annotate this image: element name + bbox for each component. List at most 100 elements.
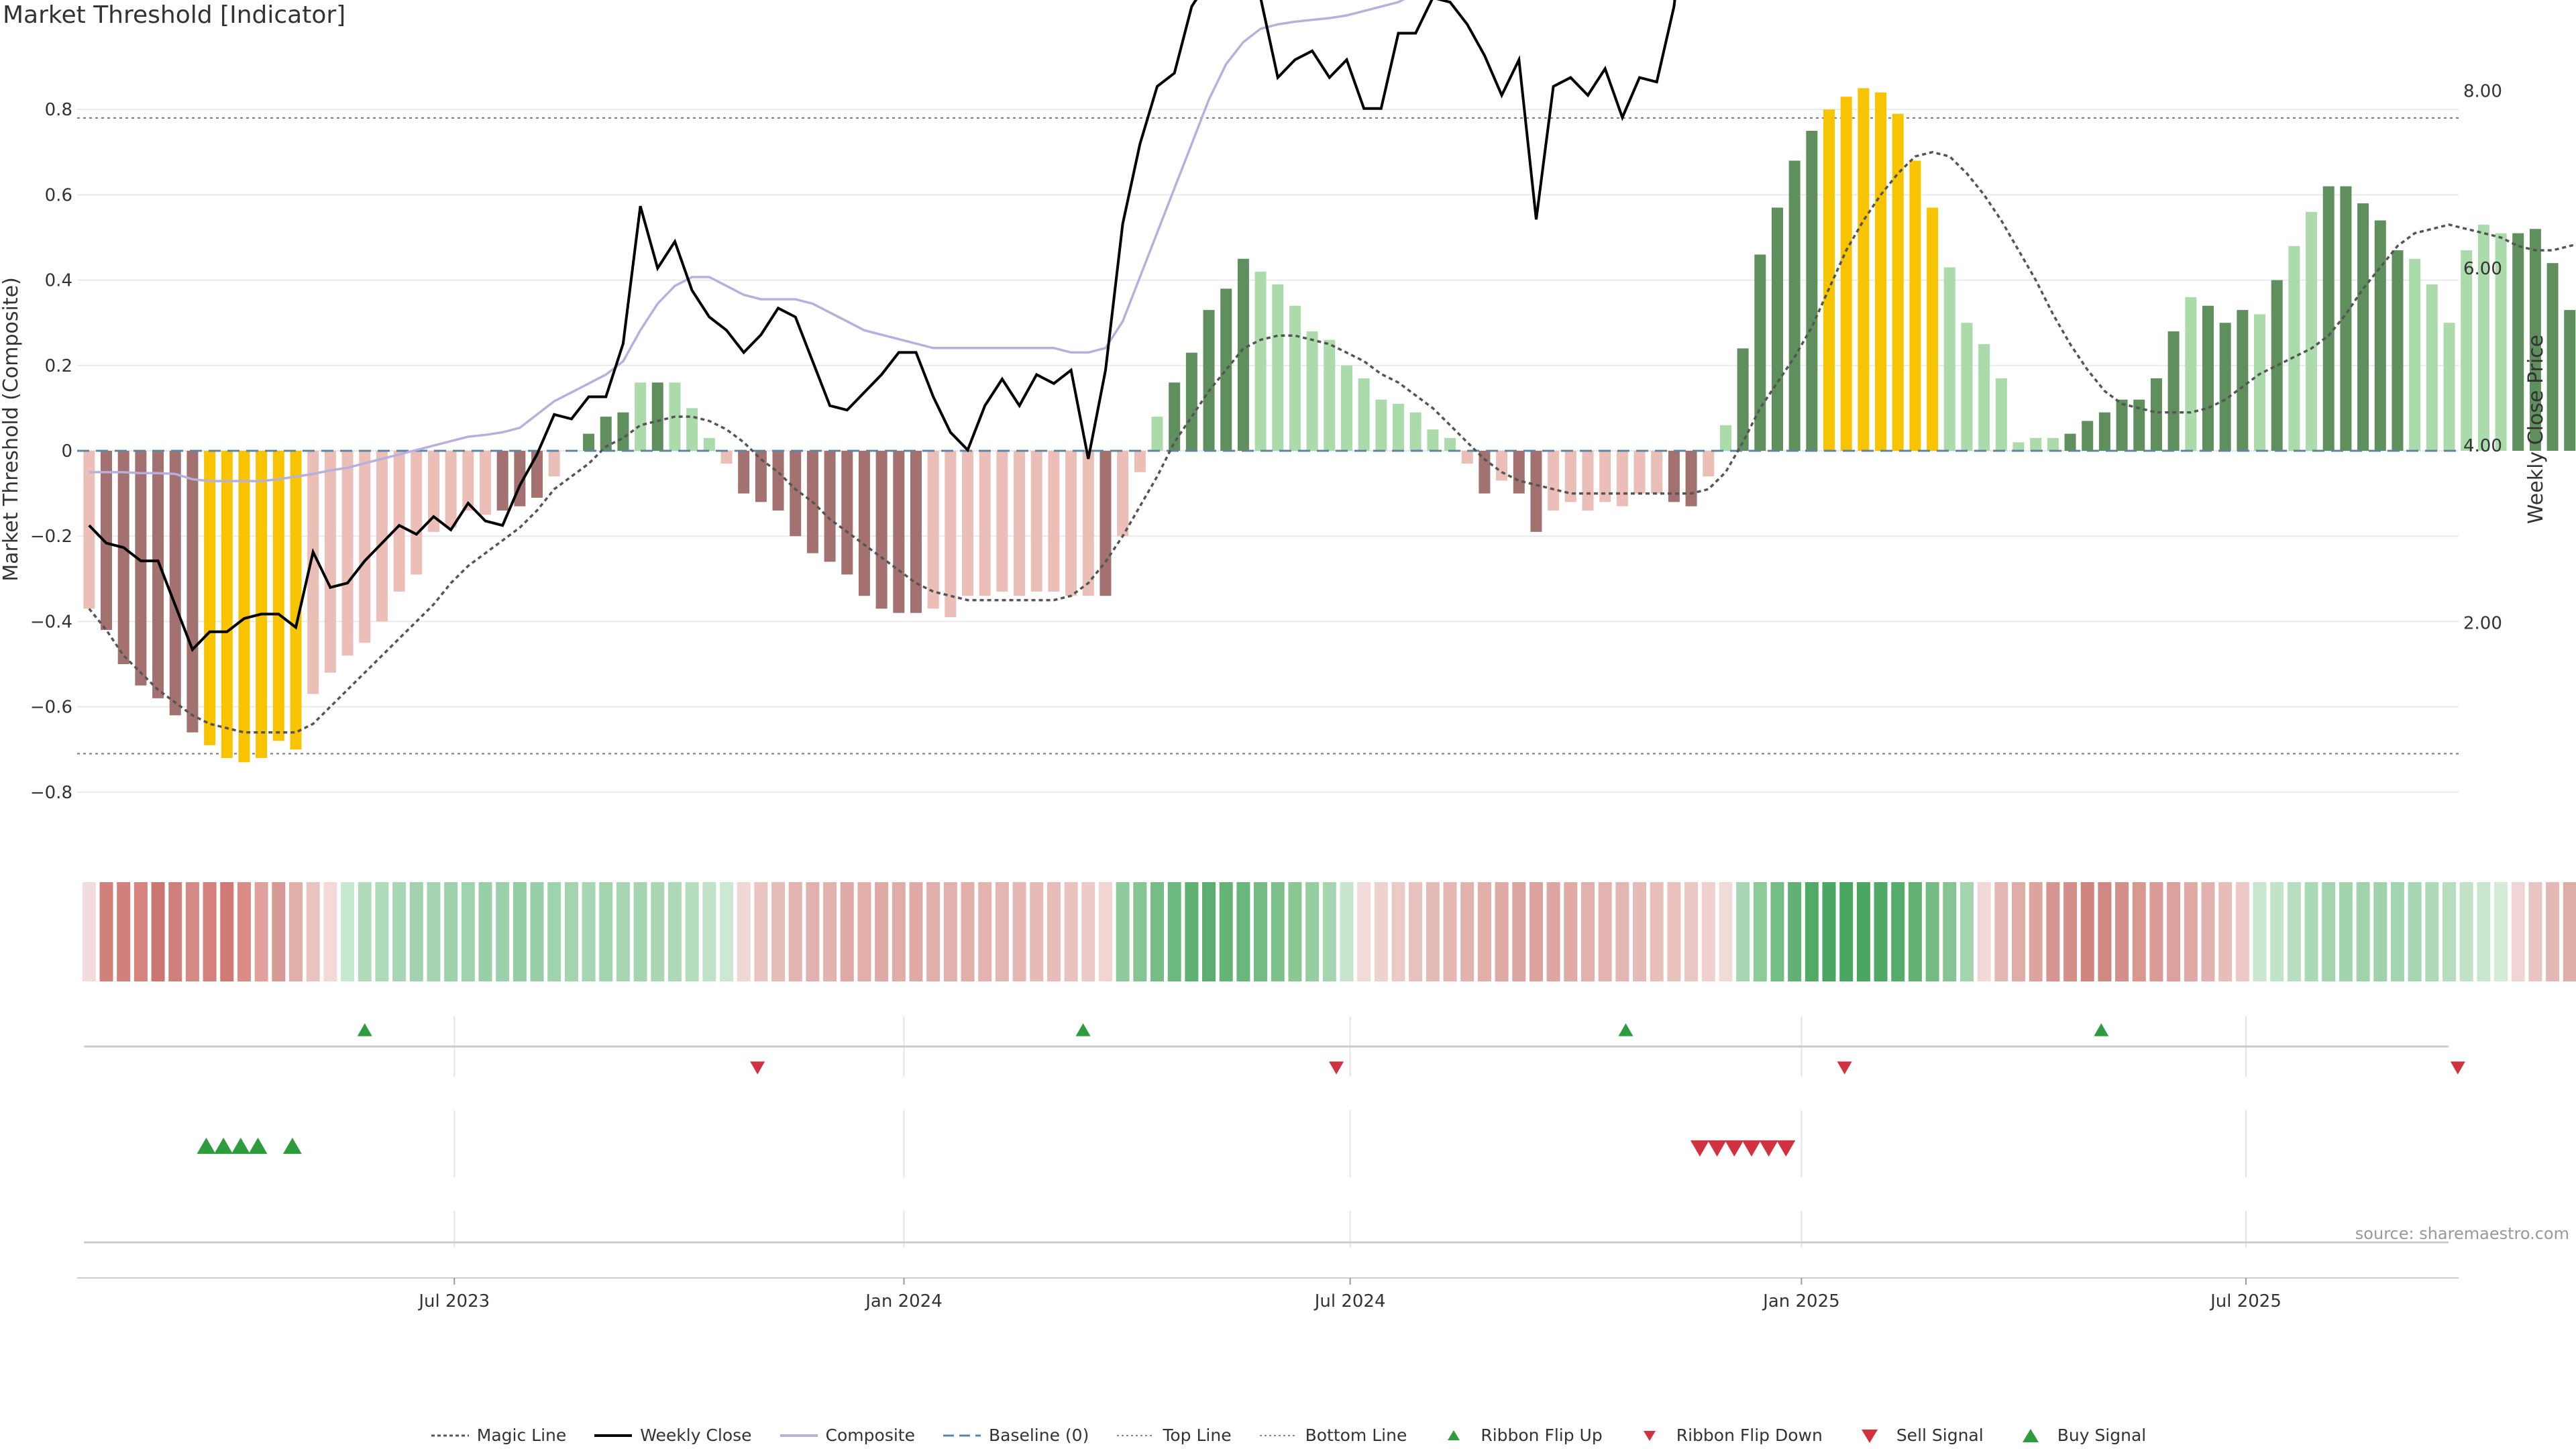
composite-bar	[875, 451, 888, 609]
composite-bar	[2357, 203, 2369, 451]
ribbon-cell	[702, 882, 716, 981]
composite-bar	[1754, 254, 1766, 451]
y-tick-label: −0.8	[30, 783, 72, 803]
composite-bar	[1048, 451, 1060, 592]
composite-bar	[2185, 297, 2197, 451]
legend-label: Bottom Line	[1305, 1426, 1407, 1445]
legend-item: Magic Line	[430, 1426, 567, 1445]
composite-bar	[2546, 263, 2559, 451]
thin-dotted-line-icon	[1259, 1434, 1297, 1436]
ribbon-cell	[2270, 882, 2284, 981]
composite-bar	[1823, 109, 1835, 451]
ribbon-cell	[2029, 882, 2043, 981]
legend-label: Magic Line	[476, 1426, 567, 1445]
sell-signal-marker	[1741, 1140, 1761, 1157]
y2-tick-label: 2.00	[2463, 614, 2502, 634]
composite-bar	[1513, 451, 1525, 494]
composite-bar	[2477, 224, 2489, 451]
ribbon-cell	[961, 882, 975, 981]
ribbon-strip	[82, 882, 2576, 981]
composite-bar	[1703, 451, 1715, 477]
ribbon-cell	[1167, 882, 1181, 981]
x-tick-label: Jan 2025	[1762, 1291, 1840, 1311]
ribbon-cell	[1426, 882, 1440, 981]
y-tick-label: 0.4	[45, 271, 72, 291]
legend-label: Weekly Close	[640, 1426, 752, 1445]
ribbon-cell	[1185, 882, 1199, 981]
composite-bar	[1858, 88, 1870, 451]
y-tick-label: −0.2	[30, 527, 72, 547]
composite-bar	[1927, 207, 1939, 451]
ribbon-cell	[1788, 882, 1802, 981]
y-tick-label: 0	[61, 441, 72, 462]
composite-bar	[307, 451, 319, 694]
ribbon-cell	[2443, 882, 2456, 981]
ribbon-cell	[1598, 882, 1612, 981]
ribbon-cell	[2563, 882, 2576, 981]
ribbon-cell	[2459, 882, 2473, 981]
legend-label: Ribbon Flip Down	[1676, 1426, 1823, 1445]
composite-bar	[101, 451, 113, 631]
ribbon-cell	[788, 882, 802, 981]
series-lines	[77, 0, 2576, 734]
composite-bar	[1771, 207, 1783, 451]
ribbon-cell	[1615, 882, 1629, 981]
ribbon-cell	[2304, 882, 2318, 981]
composite-bar	[2219, 323, 2231, 451]
sell-signal-marker	[1725, 1140, 1744, 1157]
composite-bar	[1909, 160, 1921, 451]
ribbon-cell	[720, 882, 733, 981]
composite-bar	[1272, 284, 1284, 451]
composite-bar	[2512, 233, 2524, 451]
composite-bar	[1599, 451, 1611, 502]
ribbon-cell	[530, 882, 544, 981]
ribbon-cell	[995, 882, 1009, 981]
composite-bar	[1719, 425, 1731, 451]
ribbon-cell	[2287, 882, 2301, 981]
ribbon-cell	[1736, 882, 1750, 981]
ribbon-cell	[2356, 882, 2370, 981]
ribbon-cell	[943, 882, 957, 981]
solid-line-icon	[594, 1434, 633, 1437]
ribbon-cell	[392, 882, 407, 981]
ribbon-cell	[2390, 882, 2404, 981]
ribbon-cell	[2132, 882, 2146, 981]
ribbon-cell	[1856, 882, 1870, 981]
y-tick-label: 0.6	[45, 185, 72, 205]
ribbon-cell	[496, 882, 510, 981]
ribbon-cell	[2235, 882, 2249, 981]
composite-bar	[152, 451, 164, 698]
ribbon-cell	[237, 882, 251, 981]
ribbon-cell	[1753, 882, 1767, 981]
ribbon-cell	[203, 882, 217, 981]
legend-item: Buy Signal	[2010, 1426, 2146, 1445]
composite-bar	[2133, 399, 2145, 451]
ribbon-cell	[2080, 882, 2094, 981]
composite-bar	[359, 451, 371, 643]
y-axis-label: Market Threshold (Composite)	[0, 277, 23, 582]
ribbon-cell	[2149, 882, 2163, 981]
ribbon-cell	[1460, 882, 1474, 981]
ribbon-cell	[2253, 882, 2267, 981]
ribbon-cell	[1409, 882, 1423, 981]
composite-bar	[1806, 131, 1818, 451]
composite-bar	[1340, 365, 1352, 451]
ribbon-cell	[82, 882, 96, 981]
ribbon-cell	[754, 882, 768, 981]
ribbon-cell	[1322, 882, 1336, 981]
composite-bar	[2167, 331, 2180, 451]
buy-signal-marker	[231, 1137, 250, 1155]
composite-bar	[2202, 305, 2214, 451]
ribbon-cell	[1925, 882, 1939, 981]
ribbon-cell	[1908, 882, 1922, 981]
buy-signal-marker	[197, 1137, 216, 1155]
chart-title: Market Threshold [Indicator]	[3, 1, 346, 29]
signal-panels	[77, 1016, 2465, 1279]
y-tick-label: 0.8	[45, 100, 72, 120]
ribbon-cell	[1822, 882, 1836, 981]
ribbon-cell	[1805, 882, 1819, 981]
composite-bar	[738, 451, 750, 494]
composite-bar	[290, 451, 302, 750]
composite-bar	[1289, 305, 1301, 451]
ribbon-cell	[1340, 882, 1354, 981]
